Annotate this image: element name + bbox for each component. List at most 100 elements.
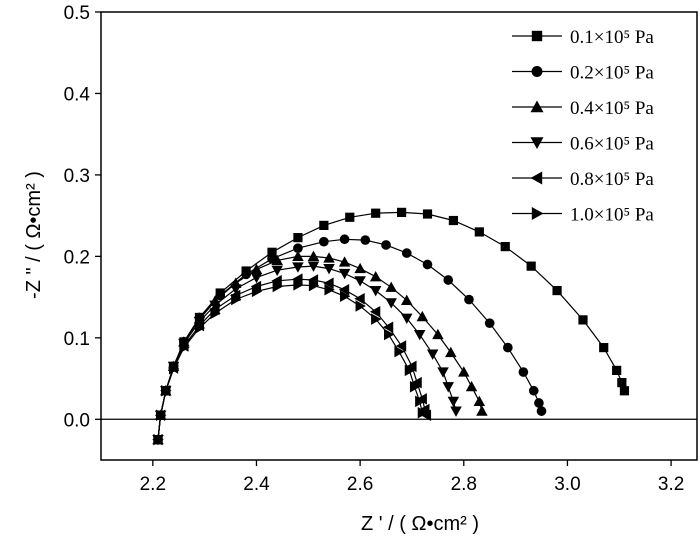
data-point	[617, 378, 627, 388]
data-point	[382, 321, 394, 333]
data-point	[271, 254, 283, 266]
data-point	[409, 380, 421, 393]
data-point	[308, 279, 320, 292]
data-point	[437, 367, 449, 378]
legend-entry: 0.2×10⁵ Pa	[512, 63, 654, 84]
data-point	[422, 209, 433, 219]
data-point	[292, 250, 304, 261]
data-point	[231, 293, 242, 306]
data-point	[319, 220, 329, 231]
data-point	[250, 272, 263, 284]
y-tick-label: 0.5	[64, 3, 90, 24]
data-point	[417, 407, 429, 419]
data-point	[153, 433, 164, 446]
data-point	[395, 340, 407, 352]
legend-entry: 0.4×10⁵ Pa	[512, 98, 654, 119]
data-point	[384, 328, 395, 341]
data-point	[534, 398, 544, 408]
series-line	[157, 284, 423, 440]
series-4	[152, 261, 462, 446]
data-point	[599, 342, 609, 353]
data-point	[229, 284, 242, 295]
data-point	[518, 367, 529, 377]
data-point	[369, 270, 382, 282]
data-point	[371, 313, 382, 325]
data-point	[394, 345, 405, 358]
data-point	[354, 292, 365, 305]
legend-label: 0.4×10⁵ Pa	[570, 98, 654, 119]
data-point	[484, 318, 495, 328]
legend-label: 0.1×10⁵ Pa	[570, 27, 654, 48]
data-point	[385, 281, 397, 292]
data-point	[476, 405, 488, 416]
data-point	[528, 385, 539, 396]
legend-entry: 0.1×10⁵ Pa	[512, 27, 654, 48]
legend-label: 0.2×10⁵ Pa	[570, 63, 654, 84]
data-point	[360, 235, 371, 245]
data-point	[293, 243, 303, 254]
y-tick-label: 0.3	[64, 166, 90, 187]
data-point	[401, 294, 413, 305]
data-point	[292, 262, 304, 273]
legend-entry: 0.6×10⁵ Pa	[512, 134, 654, 155]
data-point	[381, 240, 391, 250]
data-point	[426, 349, 439, 360]
data-point	[473, 395, 486, 406]
data-point	[396, 207, 407, 217]
data-point	[156, 409, 167, 421]
y-tick-label: 0.1	[64, 329, 90, 350]
y-tick-label: 0.0	[64, 410, 90, 431]
legend-entry: 0.8×10⁵ Pa	[512, 169, 654, 190]
data-point	[324, 284, 335, 296]
data-point	[371, 208, 381, 218]
data-point	[250, 263, 263, 274]
data-point	[215, 290, 226, 301]
legend-label: 0.6×10⁵ Pa	[570, 134, 654, 155]
data-point	[404, 364, 416, 377]
data-point	[536, 406, 547, 416]
legend-label: 0.8×10⁵ Pa	[570, 169, 654, 190]
data-point	[465, 380, 478, 392]
data-point	[338, 268, 351, 280]
data-point	[355, 300, 366, 312]
data-point	[338, 256, 351, 267]
y-tick-label: 0.4	[64, 84, 91, 105]
x-tick-label: 3.2	[658, 474, 684, 495]
data-point	[307, 274, 319, 286]
legend-marker	[531, 66, 543, 77]
x-tick-label: 3.0	[554, 474, 580, 495]
data-point	[293, 279, 304, 291]
data-point	[415, 395, 426, 408]
data-point	[323, 277, 334, 289]
data-point	[432, 328, 444, 340]
data-point	[503, 342, 513, 353]
data-point	[619, 386, 630, 396]
series-line	[157, 265, 457, 440]
data-point	[251, 285, 263, 298]
data-point	[420, 409, 432, 421]
data-point	[552, 285, 562, 296]
x-tick-label: 2.2	[140, 474, 166, 495]
data-point	[323, 252, 335, 263]
data-point	[401, 248, 412, 258]
data-point	[422, 259, 433, 270]
x-tick-label: 2.6	[347, 474, 373, 495]
data-point	[319, 236, 329, 247]
data-point	[345, 212, 355, 222]
data-point	[401, 313, 413, 325]
series-line	[157, 255, 483, 440]
data-point	[385, 298, 397, 309]
data-point	[445, 346, 457, 358]
data-point	[450, 406, 462, 417]
data-point	[474, 227, 484, 237]
data-point	[241, 269, 251, 280]
data-point	[369, 306, 381, 318]
legend-entry: 1.0×10⁵ Pa	[512, 205, 654, 226]
data-point	[339, 290, 351, 303]
y-axis-title: -Z " / ( Ω•cm² )	[23, 171, 45, 299]
data-point	[413, 329, 426, 341]
data-point	[161, 385, 172, 397]
data-point	[406, 360, 417, 373]
data-point	[272, 280, 283, 293]
